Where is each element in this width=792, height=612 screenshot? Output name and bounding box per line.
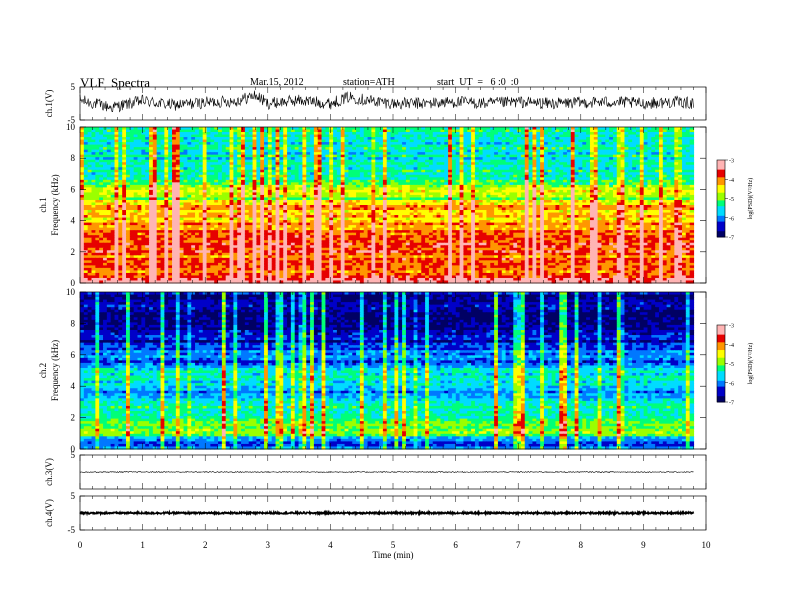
ch1-spectrogram-ytick-label: 0 — [71, 278, 76, 288]
ch2-spectrogram-ytick-label: 6 — [71, 350, 76, 360]
xtick-label: 10 — [702, 540, 712, 550]
xtick-label: 3 — [266, 540, 271, 550]
date-label: Mar.15, 2012 — [250, 77, 304, 88]
ch2-spectrogram-ytick-label: 4 — [71, 381, 76, 391]
ch1-spectrogram-ytick-label: 8 — [71, 153, 76, 163]
ch2-spectrogram-colorbar-tick: -5 — [729, 362, 734, 368]
xtick-label: 0 — [78, 540, 83, 550]
ch1-spectrogram-cells — [80, 127, 695, 284]
ch2-spectrogram-colorbar-label: log(PSD)(V²/Hz) — [747, 343, 754, 384]
ch1-waveform-ytick-label: -5 — [68, 115, 76, 125]
ch2-spectrogram-cells — [80, 292, 695, 450]
ch1-spectrogram-colorbar-tick: -6 — [729, 216, 734, 222]
ch1-spectrogram-colorbar — [716, 159, 728, 238]
ch4-waveform-ytick-label: -5 — [68, 525, 76, 535]
xtick-label: 8 — [579, 540, 584, 550]
xtick-label: 6 — [453, 540, 458, 550]
ch2-spectrogram-colorbar-tick: -4 — [729, 343, 734, 349]
ch1-spectrogram-colorbar-label: log(PSD)(V²/Hz) — [747, 178, 754, 219]
ch4-waveform-ytick-label: 5 — [71, 491, 76, 501]
x-axis-label: Time (min) — [373, 550, 414, 560]
ch1-waveform-ylabel: ch.1(V) — [44, 90, 54, 118]
xtick-label: 4 — [328, 540, 333, 550]
ch2-spectrogram-colorbar-tick: -3 — [729, 324, 734, 330]
ch1-spectrogram-ytick-label: 4 — [71, 216, 76, 226]
ch2-spectrogram-ytick-label: 0 — [71, 444, 76, 454]
ch1-spectrogram-colorbar-tick: -4 — [729, 178, 734, 184]
ch2-spectrogram-ytick-label: 2 — [71, 413, 76, 423]
ch3-waveform-ylabel: ch.3(V) — [44, 458, 54, 486]
start-time-label: start UT = 6 :0 :0 — [437, 77, 519, 88]
xtick-label: 7 — [516, 540, 521, 550]
xtick-label: 5 — [391, 540, 396, 550]
ch1-waveform-trace — [79, 90, 694, 113]
ch2-spectrogram-colorbar-tick: -7 — [729, 401, 734, 407]
ch2-spectrogram-ylabel: Frequency (kHz) — [50, 340, 60, 401]
chart-title: VLF Spectra — [80, 75, 150, 91]
ch1-spectrogram-colorbar-tick: -5 — [729, 197, 734, 203]
station-label: station=ATH — [343, 77, 395, 88]
ch1-spectrogram-colorbar-tick: -7 — [729, 236, 734, 242]
ch2-spectrogram-colorbar-tick: -6 — [729, 381, 734, 387]
ch3-waveform-trace — [79, 470, 694, 474]
ch1-spectrogram-ytick-label: 2 — [71, 247, 76, 257]
ch1-spectrogram-channel-label: ch.1 — [38, 197, 48, 212]
ch2-spectrogram-ytick-label: 10 — [66, 287, 76, 297]
ch3-waveform-ytick-label: 5 — [71, 450, 76, 460]
xtick-label: 2 — [203, 540, 208, 550]
ch1-spectrogram-ylabel: Frequency (kHz) — [50, 174, 60, 235]
ch1-waveform-ytick-label: 5 — [71, 82, 76, 92]
ch1-spectrogram-colorbar-tick: -3 — [729, 159, 734, 165]
ch2-spectrogram-channel-label: ch.2 — [38, 363, 48, 378]
ch1-spectrogram-ytick-label: 10 — [66, 122, 76, 132]
ch2-spectrogram-colorbar — [716, 324, 728, 403]
xtick-label: 1 — [140, 540, 145, 550]
xtick-label: 9 — [641, 540, 646, 550]
ch4-waveform-ylabel: ch.4(V) — [44, 499, 54, 527]
ch1-spectrogram-ytick-label: 6 — [71, 184, 76, 194]
ch4-waveform-trace — [79, 509, 695, 517]
ch2-spectrogram-ytick-label: 8 — [71, 318, 76, 328]
